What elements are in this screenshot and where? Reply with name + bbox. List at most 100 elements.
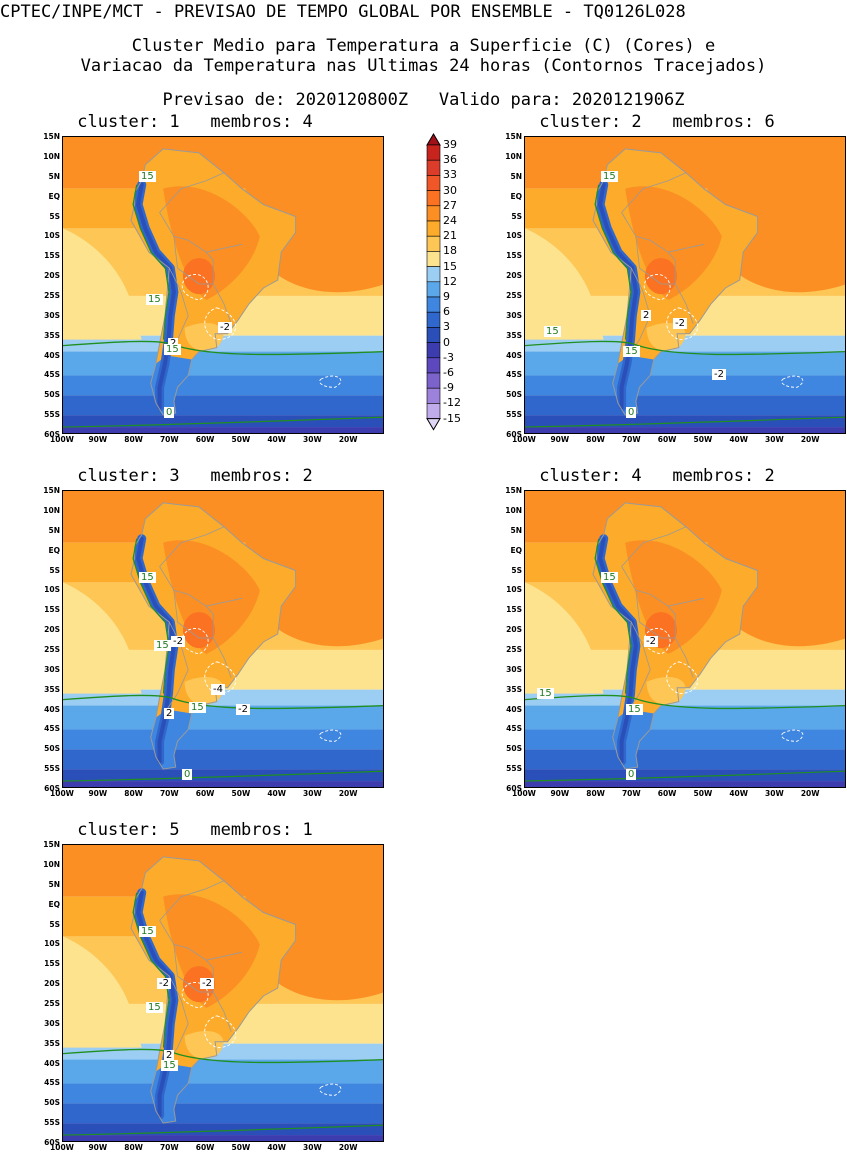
colorbar-swatch bbox=[426, 403, 441, 419]
latitude-label: 10N bbox=[43, 859, 60, 869]
andes-core-strip bbox=[136, 182, 176, 410]
latitude-label: EQ bbox=[510, 545, 523, 555]
latitude-label: 10S bbox=[44, 939, 60, 949]
longitude-label: 80W bbox=[586, 789, 605, 798]
latitude-label: 50S bbox=[506, 744, 522, 754]
header-forecast-dates: Previsao de: 2020120800Z Valido para: 20… bbox=[162, 90, 685, 110]
longitude-label: 20W bbox=[338, 1143, 358, 1152]
contour-label: 15 bbox=[601, 572, 618, 583]
latitude-label: 60S bbox=[44, 430, 60, 439]
country-border bbox=[159, 172, 225, 213]
longitude-label: 30W bbox=[765, 789, 784, 798]
latitude-label: 40S bbox=[44, 704, 60, 714]
longitude-label: 60W bbox=[657, 435, 677, 444]
contour-label: 15 bbox=[139, 572, 156, 583]
hot-core-region bbox=[182, 258, 215, 295]
country-border bbox=[166, 621, 189, 710]
contour-label: -2 bbox=[171, 636, 185, 647]
latitude-label: 35S bbox=[506, 684, 522, 694]
header-line-1: CPTEC/INPE/MCT - PREVISAO DE TEMPO GLOBA… bbox=[0, 2, 686, 22]
hot-core-region bbox=[644, 258, 677, 295]
latitude-label: 35S bbox=[506, 330, 522, 340]
temperature-change-contour bbox=[319, 729, 342, 742]
cool-pampas-region bbox=[184, 322, 224, 351]
longitude-label: 90W bbox=[88, 789, 108, 798]
colorbar-swatch bbox=[426, 205, 441, 222]
temperature-band bbox=[525, 351, 845, 376]
latitude-label: 15N bbox=[505, 132, 522, 141]
colorbar-level-label: -3 bbox=[443, 350, 454, 364]
contour-label: 15 bbox=[146, 1002, 163, 1013]
country-border bbox=[621, 526, 687, 567]
colorbar-level-label: -12 bbox=[443, 396, 461, 410]
contour-label: 15 bbox=[537, 688, 554, 699]
warm-ocean-region bbox=[739, 491, 845, 598]
longitude-label: 100W bbox=[512, 789, 536, 798]
colorbar-level-label: 21 bbox=[443, 229, 457, 243]
latitude-label: 30S bbox=[506, 310, 522, 320]
isotherm-15-andes bbox=[132, 538, 170, 694]
colorbar-legend: 39 36 33 30 27 24 21 18 15 12 9 6 3 0 -3 -6 -9 -12 -15 bbox=[424, 133, 474, 443]
longitude-label: 50W bbox=[231, 1143, 251, 1152]
temperature-band bbox=[63, 769, 383, 782]
temperature-change-contour bbox=[204, 661, 236, 695]
longitude-label: 50W bbox=[231, 789, 251, 798]
contour-label: 0 bbox=[164, 407, 175, 418]
temperature-band bbox=[63, 781, 383, 787]
latitude-label: 5S bbox=[511, 565, 522, 575]
longitude-label: 60W bbox=[195, 435, 215, 444]
longitude-label: 30W bbox=[765, 435, 784, 444]
latitude-label: 30S bbox=[44, 664, 60, 674]
temperature-map: 15 -2 -2 15 2 15 bbox=[62, 844, 384, 1142]
latitude-label: 35S bbox=[44, 684, 60, 694]
panel-title: cluster: 3 membros: 2 bbox=[77, 466, 313, 486]
temperature-band bbox=[63, 335, 383, 352]
latitude-label: 45S bbox=[506, 370, 522, 380]
latitude-label: 25S bbox=[506, 644, 522, 654]
longitude-label: 20W bbox=[800, 435, 820, 444]
longitude-label: 90W bbox=[550, 435, 570, 444]
latitude-label: 15N bbox=[43, 486, 60, 495]
colorbar-swatch bbox=[426, 372, 441, 389]
temperature-map-svg bbox=[63, 137, 383, 433]
colorbar-swatch bbox=[426, 296, 441, 313]
country-border bbox=[621, 566, 694, 678]
temperature-band bbox=[63, 705, 383, 730]
contour-label: 15 bbox=[146, 294, 163, 305]
latitude-label: 5S bbox=[49, 211, 60, 221]
colorbar-level-label: 36 bbox=[443, 153, 457, 167]
temperature-change-contour bbox=[666, 661, 698, 695]
temperature-band bbox=[525, 769, 845, 782]
colorbar-level-label: 15 bbox=[443, 259, 457, 273]
country-border bbox=[621, 212, 694, 324]
colorbar-swatch bbox=[426, 159, 441, 176]
temperature-change-contour bbox=[781, 375, 804, 388]
contour-label: 2 bbox=[164, 708, 175, 719]
latitude-label: 30S bbox=[44, 310, 60, 320]
contour-label: 15 bbox=[626, 704, 643, 715]
latitude-label: 30S bbox=[506, 664, 522, 674]
latitude-label: 35S bbox=[44, 1038, 60, 1048]
temperature-band bbox=[63, 1103, 383, 1124]
colorbar-swatch bbox=[426, 387, 441, 404]
colorbar-level-label: 6 bbox=[443, 305, 450, 319]
temperature-band bbox=[63, 351, 383, 376]
temperature-band bbox=[63, 1043, 383, 1060]
temperature-band bbox=[525, 781, 845, 787]
colorbar-swatch bbox=[426, 190, 441, 207]
latitude-label: 60S bbox=[44, 1138, 60, 1147]
contour-label: -2 bbox=[644, 636, 658, 647]
latitude-label: 55S bbox=[506, 410, 522, 420]
country-border bbox=[159, 212, 232, 324]
colorbar-level-label: 12 bbox=[443, 274, 457, 288]
latitude-label: 25S bbox=[44, 998, 60, 1008]
latitude-label: 25S bbox=[506, 290, 522, 300]
latitude-label: 15S bbox=[506, 251, 522, 261]
colorbar-bottom-arrow bbox=[426, 418, 441, 431]
latitude-label: 55S bbox=[44, 1118, 60, 1128]
temperature-change-contour bbox=[204, 307, 236, 341]
contour-label: -4 bbox=[211, 684, 225, 695]
temperature-band bbox=[525, 705, 845, 730]
latitude-label: EQ bbox=[510, 191, 523, 201]
